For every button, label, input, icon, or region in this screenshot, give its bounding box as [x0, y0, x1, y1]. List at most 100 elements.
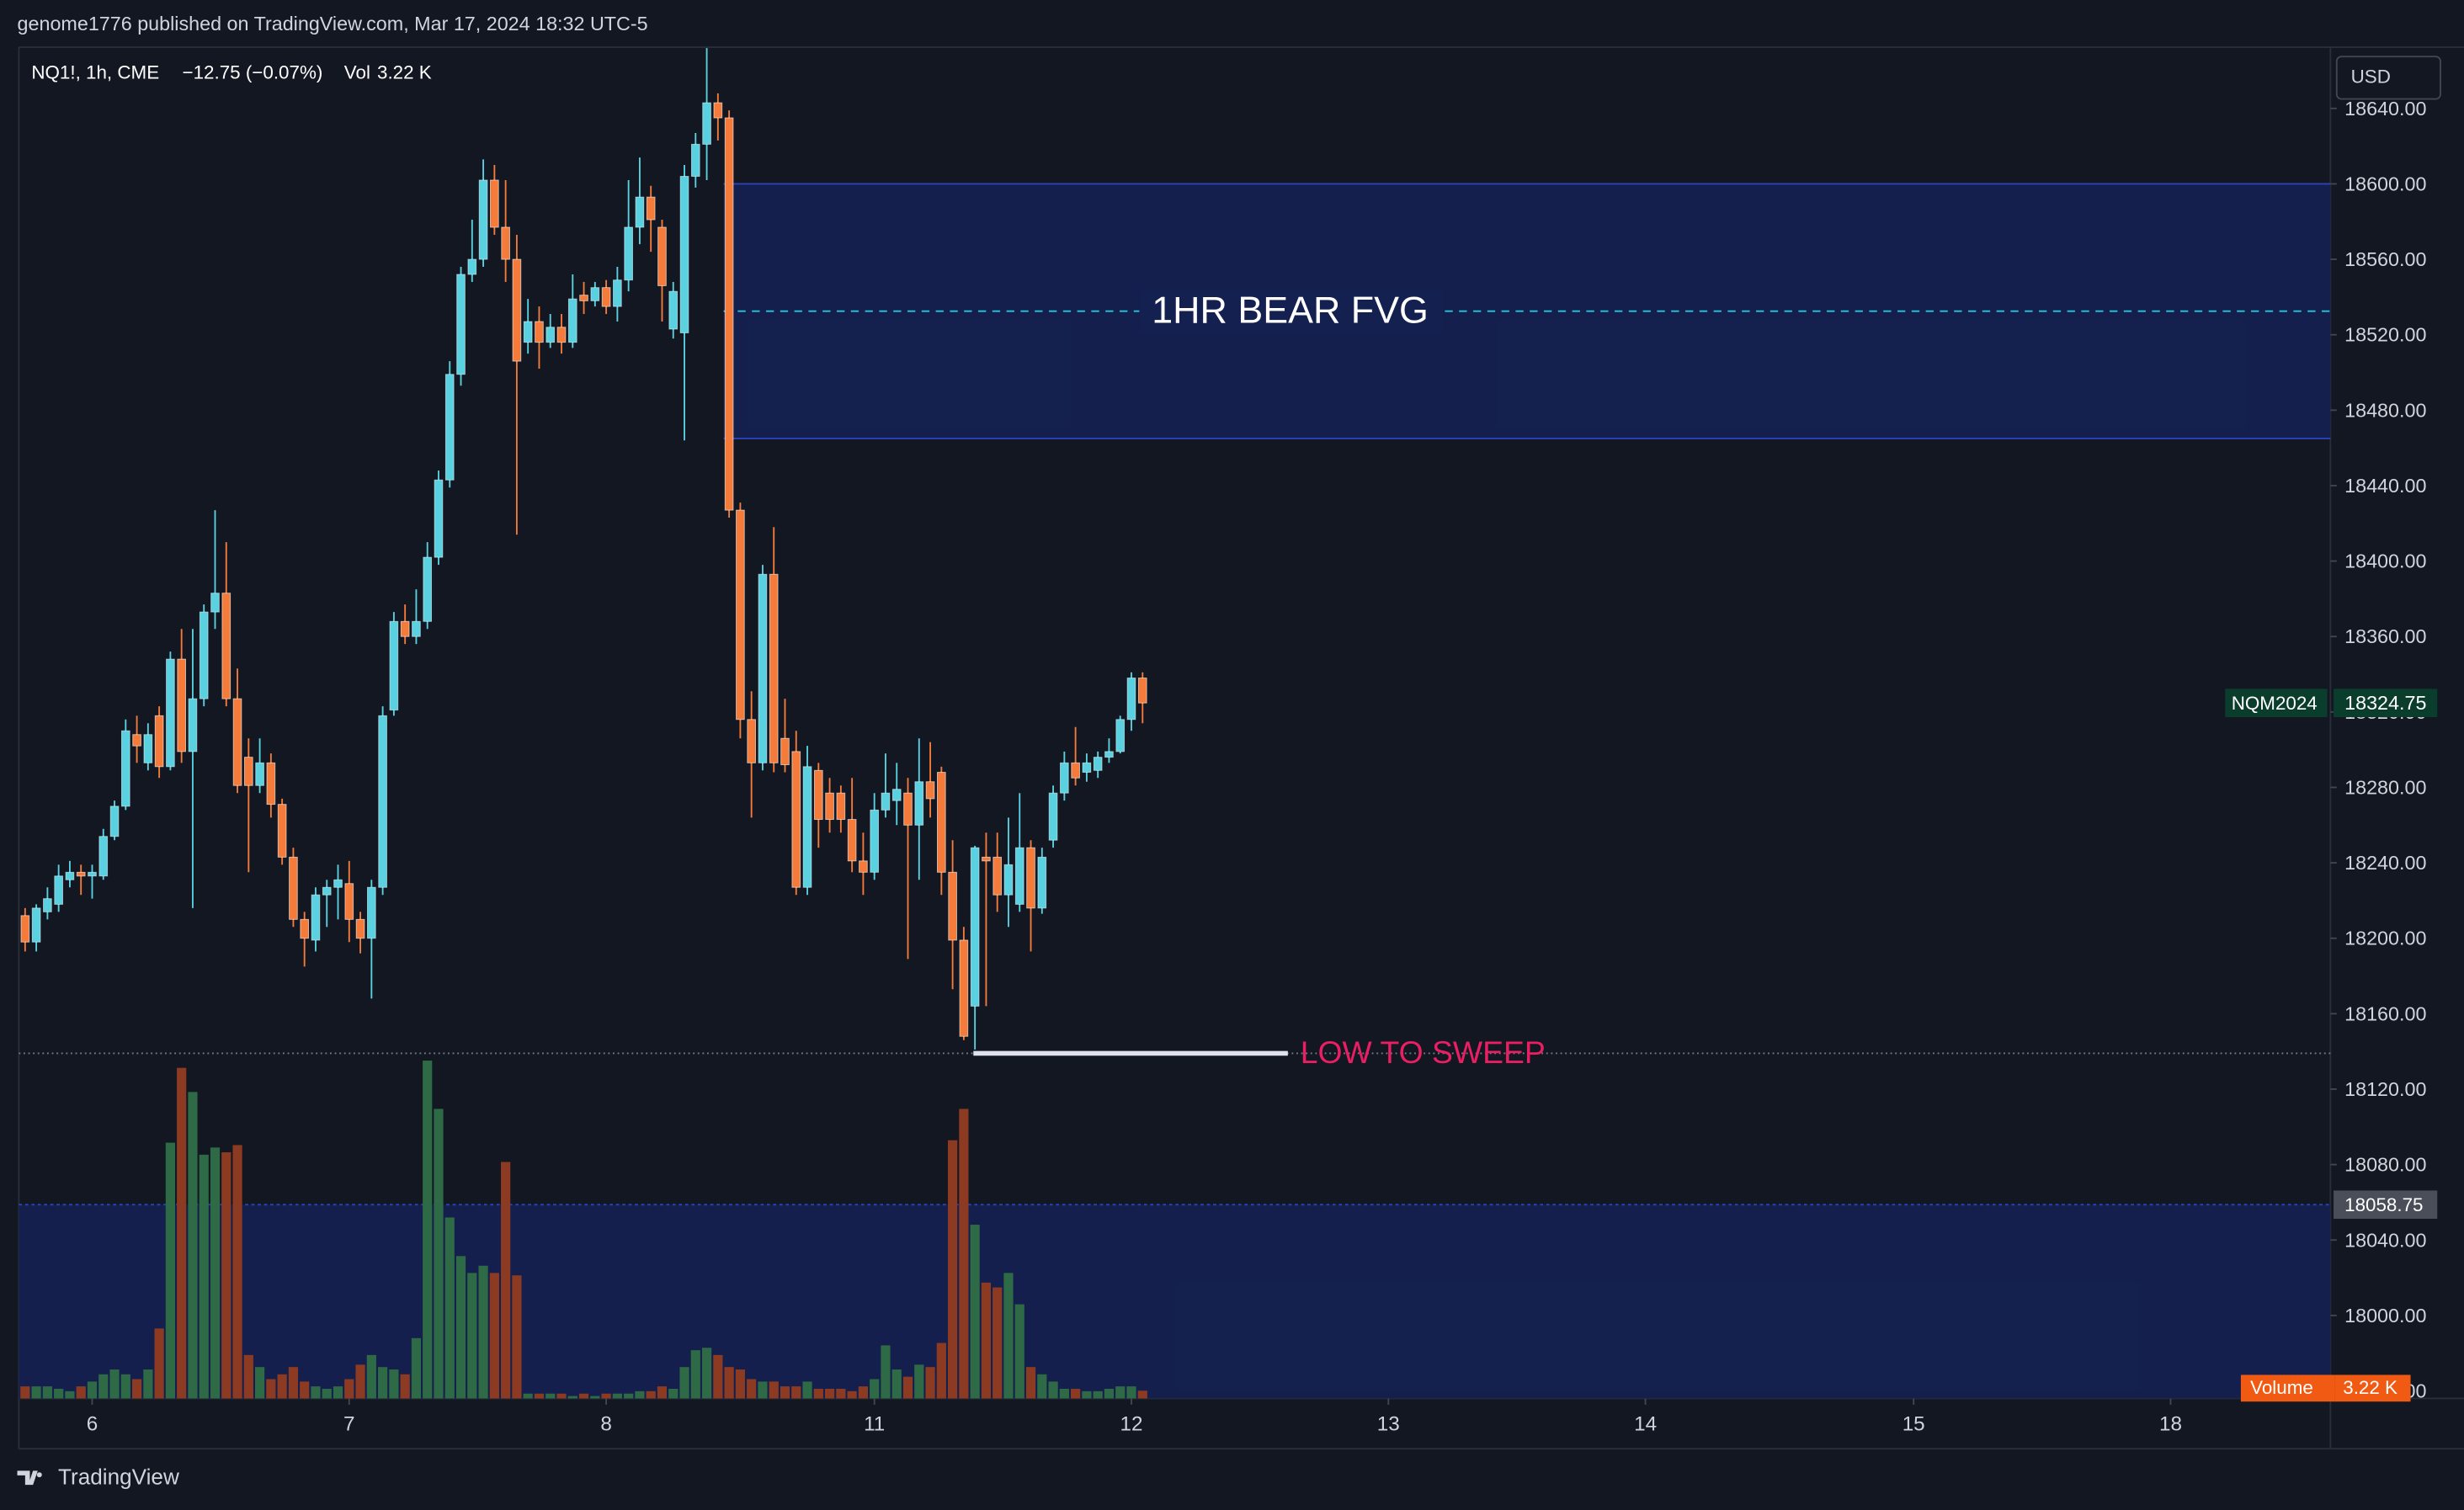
- candle-body: [1071, 762, 1080, 779]
- volume-bar: [981, 1282, 992, 1399]
- candle-body: [355, 918, 365, 939]
- volume-bar: [277, 1374, 287, 1399]
- x-tick-label: 13: [1377, 1413, 1400, 1436]
- candle-body: [31, 907, 41, 943]
- volume-bar: [1003, 1273, 1014, 1399]
- candle-body: [300, 918, 310, 939]
- volume-bar: [300, 1381, 310, 1399]
- candle-body: [523, 321, 533, 343]
- zone: [19, 1204, 2331, 1399]
- candle-body: [937, 772, 946, 873]
- candle-body: [668, 290, 679, 330]
- volume-bar: [881, 1345, 891, 1399]
- volume-bar: [87, 1381, 98, 1399]
- legend-change: −12.75 (−0.07%): [183, 62, 323, 83]
- volume-bar: [378, 1367, 388, 1399]
- volume-bar: [188, 1092, 198, 1399]
- volume-bar: [54, 1388, 64, 1399]
- y-tick-label: 18560.00: [2344, 248, 2426, 270]
- volume-bar: [221, 1152, 231, 1399]
- y-tick-label: 18480.00: [2344, 399, 2426, 421]
- candle-body: [467, 258, 477, 275]
- volume-bar: [411, 1337, 422, 1399]
- y-tick-label: 18440.00: [2344, 475, 2426, 497]
- volume-bar: [1059, 1388, 1069, 1399]
- y-tick-label: 18160.00: [2344, 1002, 2426, 1024]
- candle-body: [881, 792, 891, 811]
- volume-bar: [501, 1162, 511, 1399]
- volume-bar: [601, 1393, 611, 1399]
- volume-tag-value: 3.22 K: [2343, 1377, 2397, 1398]
- candle-body: [400, 620, 410, 637]
- volume-bar: [902, 1376, 913, 1399]
- volume-bar: [701, 1348, 712, 1399]
- x-tick-label: 14: [1634, 1413, 1657, 1436]
- volume-bar: [545, 1393, 556, 1399]
- volume-bar: [478, 1265, 488, 1399]
- volume-bar: [1104, 1388, 1115, 1399]
- y-tick-label: 18600.00: [2344, 173, 2426, 194]
- candle-body: [635, 196, 645, 228]
- legend-volume-label: Vol: [344, 62, 370, 83]
- candle-body: [289, 856, 298, 920]
- volume-bar: [288, 1367, 299, 1399]
- volume-bar: [624, 1393, 634, 1399]
- candle-body: [177, 658, 186, 752]
- candle-body: [412, 620, 421, 637]
- logo-icon: [17, 1470, 42, 1486]
- currency-button[interactable]: [2335, 56, 2441, 100]
- candle-body: [143, 734, 153, 763]
- candle-body: [948, 871, 957, 941]
- volume-bar: [802, 1381, 812, 1399]
- candle-body: [322, 886, 332, 896]
- candle-body: [76, 871, 86, 877]
- candle-body: [590, 287, 600, 301]
- symbol-tag-bg: [2225, 689, 2328, 718]
- candle-body: [98, 836, 109, 877]
- candle-body: [1014, 847, 1024, 905]
- volume-bar: [534, 1393, 545, 1399]
- candle-body: [378, 715, 387, 888]
- candle-body: [423, 556, 433, 622]
- volume-bar: [389, 1369, 399, 1399]
- candle-body: [993, 856, 1003, 896]
- volume-bar: [366, 1354, 376, 1399]
- candle-body: [970, 847, 980, 1007]
- candle-body: [344, 883, 354, 920]
- candle-body: [1026, 847, 1035, 909]
- volume-bar: [925, 1367, 935, 1399]
- candle-body: [54, 875, 63, 905]
- volume-bar: [254, 1367, 265, 1399]
- volume-bar: [690, 1350, 700, 1399]
- candle-body: [154, 715, 164, 768]
- volume-bar: [612, 1393, 622, 1399]
- candle-body: [713, 102, 723, 119]
- candle-body: [255, 762, 264, 786]
- volume-bar: [769, 1381, 779, 1399]
- volume-bar: [847, 1390, 857, 1399]
- candle-body: [1060, 762, 1069, 794]
- volume-bar: [165, 1142, 176, 1399]
- y-tick-label: 18000.00: [2344, 1305, 2426, 1327]
- candle-body: [333, 879, 343, 888]
- volume-bar: [20, 1386, 30, 1399]
- volume-bar: [444, 1217, 455, 1399]
- price-tag-bg: [2334, 1190, 2438, 1220]
- volume-bar: [970, 1225, 980, 1399]
- volume-bar: [177, 1067, 187, 1399]
- volume-bar: [1048, 1381, 1058, 1399]
- y-tick-label: 18040.00: [2344, 1229, 2426, 1251]
- volume-bar: [936, 1343, 946, 1399]
- y-tick-label: 18360.00: [2344, 625, 2426, 647]
- candle-body: [88, 871, 97, 877]
- candle-body: [1093, 757, 1103, 771]
- volume-bar: [266, 1379, 276, 1399]
- candle-body: [601, 287, 611, 307]
- candle-body: [914, 781, 924, 826]
- legend-volume: 3.22 K: [377, 62, 432, 83]
- candle-body: [311, 894, 321, 941]
- volume-bar: [813, 1388, 823, 1399]
- currency[interactable]: USD: [2351, 66, 2391, 87]
- volume-tag-name: Volume: [2250, 1377, 2313, 1398]
